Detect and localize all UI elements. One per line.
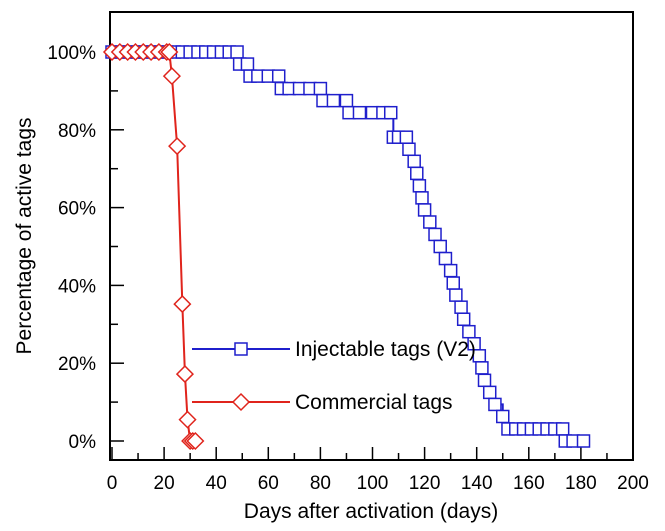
data-point [168,137,187,156]
ticks-layer: 0 20 40 60 80 100 120 140 160 180 200 0% 20% 40% 60% 80… [47,43,648,494]
x-tick-label: 80 [310,473,331,494]
data-point [454,300,468,314]
data-point [160,42,179,62]
data-point [175,365,195,384]
data-point [449,288,463,302]
data-point [417,203,432,217]
y-tick-label: 20% [58,354,96,375]
square-marker-icon [234,342,248,356]
legend: Injectable tags (V2) Commercial tags [192,338,476,414]
data-point [173,295,192,314]
diamond-marker-icon [231,392,251,412]
x-tick-label: 20 [154,473,175,494]
data-point [402,142,416,156]
data-point [428,227,442,242]
data-point [383,105,398,120]
plot-frame [109,11,634,461]
x-tick-label: 120 [409,473,441,494]
data-point [415,191,429,205]
series-layer [102,42,591,451]
series-line-1 [112,51,196,442]
data-point [555,422,570,436]
x-tick-label: 180 [565,473,597,494]
data-point [230,45,244,59]
y-axis-title: Percentage of active tags [13,118,36,355]
data-point [462,324,476,339]
data-point [423,215,437,229]
x-tick-label: 140 [461,473,493,494]
y-tick-label: 40% [58,276,96,297]
data-point [496,409,510,424]
data-point [446,276,461,290]
x-tick-label: 100 [357,473,389,494]
legend-label: Commercial tags [295,391,453,414]
data-point [488,397,502,412]
data-point [438,251,453,266]
data-point [399,130,414,144]
data-point [475,361,489,375]
data-point [412,179,427,193]
data-point [443,263,458,278]
data-point [240,57,255,71]
data-point [271,69,286,83]
data-point [482,385,497,400]
data-point [407,154,421,169]
data-point [477,373,492,388]
x-tick-label: 40 [206,473,227,494]
x-tick-label: 200 [617,473,649,494]
y-tick-label: 80% [58,121,96,142]
legend-label: Injectable tags (V2) [295,338,476,361]
x-tick-label: 0 [107,473,118,494]
data-point [339,93,354,108]
data-point [410,166,424,181]
data-point [186,431,205,451]
data-point [178,410,197,429]
y-tick-label: 60% [58,199,96,220]
x-tick-label: 160 [513,473,545,494]
data-point [326,93,341,108]
x-axis-title: Days after activation (days) [244,500,498,523]
data-point [352,105,367,120]
y-tick-label: 100% [47,43,96,64]
x-tick-label: 60 [258,473,279,494]
data-point [576,434,591,448]
data-point [313,81,328,96]
data-point [456,312,471,326]
data-point [162,67,181,86]
data-point [433,239,447,254]
y-tick-label: 0% [69,432,97,453]
